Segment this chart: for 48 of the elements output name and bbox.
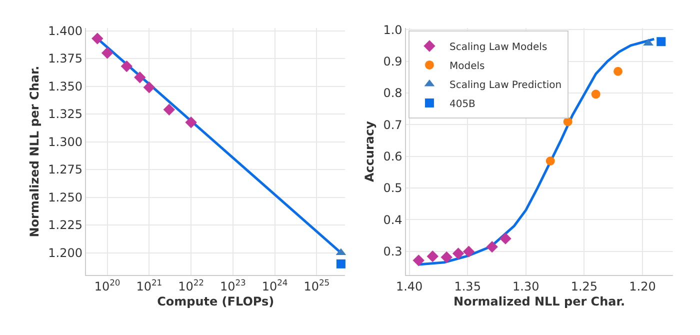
x-axis-title: Normalized NLL per Char. <box>454 294 626 308</box>
point <box>412 254 424 266</box>
y-tick-label: 0.3 <box>383 244 402 258</box>
point <box>462 246 475 258</box>
legend-label: Models <box>449 60 485 72</box>
y-tick-label: 0.8 <box>383 86 402 100</box>
point <box>440 251 452 264</box>
x-tick-label: 10$^{20}$ <box>94 277 120 294</box>
point <box>546 156 555 166</box>
x-tick-label: 10$^{25}$ <box>304 277 330 294</box>
y-tick-label: 1.350 <box>48 79 82 94</box>
point <box>614 66 622 76</box>
legend-label: Scaling Law Models <box>449 42 548 53</box>
x-tick-label: 10$^{22}$ <box>178 277 204 294</box>
y-tick-label: 1.225 <box>48 218 82 232</box>
y-tick-label: 0.9 <box>383 54 402 68</box>
y-tick-label: 0.6 <box>383 149 402 164</box>
y-axis-title: Normalized NLL per Char. <box>27 66 42 238</box>
point <box>656 37 666 46</box>
y-tick-label: 1.325 <box>48 107 82 122</box>
y-axis-title: Accuracy <box>362 120 377 182</box>
y-tick-label: 1.300 <box>48 134 82 149</box>
y-tick-label: 1.275 <box>48 162 82 177</box>
x-tick-label: 1.25 <box>570 280 598 294</box>
x-tick-label: 10$^{24}$ <box>262 277 288 294</box>
point <box>452 248 464 260</box>
legend-label: 405B <box>449 98 476 110</box>
point <box>563 117 572 126</box>
x-axis-title: Compute (FLOPs) <box>157 294 274 308</box>
y-tick-label: 0.4 <box>383 212 402 227</box>
x-tick-label: 1.40 <box>396 280 423 294</box>
x-tick-label: 1.35 <box>454 280 481 294</box>
x-tick-label: 10$^{21}$ <box>136 277 162 294</box>
y-tick-label: 1.0 <box>383 22 402 37</box>
y-tick-label: 1.375 <box>48 52 82 66</box>
point <box>426 250 438 262</box>
y-tick-label: 0.5 <box>383 181 402 196</box>
point <box>486 240 498 253</box>
x-tick-label: 1.30 <box>512 280 540 294</box>
y-tick-label: 0.7 <box>383 118 402 132</box>
y-tick-label: 1.250 <box>48 190 82 204</box>
x-tick-label: 1.20 <box>629 280 656 294</box>
legend-label: Scaling Law Prediction <box>449 80 562 91</box>
y-tick-label: 1.200 <box>48 246 82 260</box>
x-tick-label: 10$^{23}$ <box>220 277 246 294</box>
point <box>591 90 600 99</box>
y-tick-label: 1.400 <box>48 24 82 38</box>
point <box>500 232 512 244</box>
